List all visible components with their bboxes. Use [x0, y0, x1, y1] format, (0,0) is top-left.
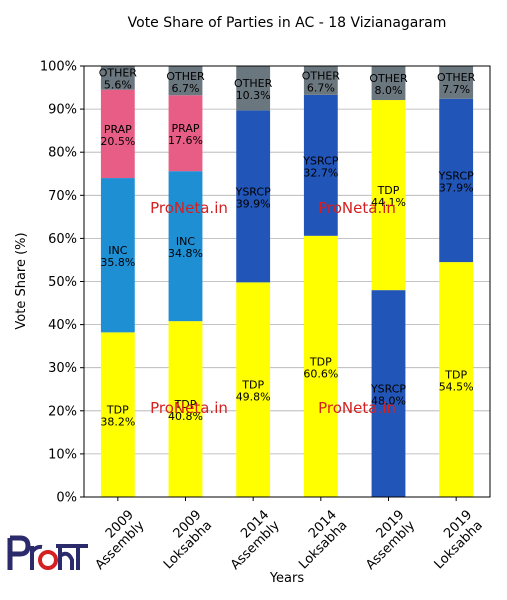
segment-value-label: 6.7%: [307, 81, 335, 94]
y-tick-label: 50%: [48, 275, 77, 290]
segment-value-label: 7.7%: [442, 83, 470, 96]
segment-party-label: INC: [108, 244, 127, 257]
bar-segment-other: [303, 66, 338, 95]
watermark-text: ProNeta.in: [150, 199, 228, 217]
bar-segment-other: [100, 65, 135, 90]
watermark-text: ProNeta.in: [318, 399, 396, 417]
y-tick-label: 100%: [40, 60, 77, 75]
segment-value-label: 49.8%: [236, 391, 271, 404]
x-tick-label: 2009Loksabha: [150, 507, 215, 572]
segment-party-label: INC: [176, 235, 195, 248]
segment-value-label: 39.9%: [236, 197, 271, 210]
bar-segment-prap: [100, 89, 135, 179]
bar-segment-tdp: [100, 332, 135, 497]
segment-value-label: 60.6%: [303, 367, 338, 380]
segment-value-label: 38.2%: [100, 416, 135, 429]
grid-lines: [84, 65, 490, 498]
segment-party-label: PRAP: [172, 122, 200, 135]
y-tick-label: 0%: [56, 491, 77, 506]
segment-party-label: OTHER: [302, 69, 341, 82]
bar-segment-tdp: [236, 282, 271, 497]
segment-value-label: 37.9%: [439, 181, 474, 194]
chart-title: Vote Share of Parties in AC - 18 Viziana…: [128, 15, 447, 31]
bar-segment-tdp: [439, 262, 474, 497]
segment-party-label: OTHER: [437, 71, 476, 84]
segment-value-label: 5.6%: [104, 79, 132, 92]
segment-party-label: TDP: [377, 184, 400, 197]
y-tick-label: 40%: [48, 318, 77, 333]
segment-value-label: 48.0%: [371, 395, 406, 408]
bar-segment-other: [236, 66, 271, 111]
x-axis-ticks: 2009Assembly 2009Loksabha 2014Assembly 2014…: [82, 497, 486, 573]
segment-party-label: YSRCP: [438, 169, 474, 182]
bar-segment-inc: [168, 171, 203, 322]
y-tick-label: 80%: [48, 146, 77, 161]
segment-party-label: YSRCP: [302, 154, 338, 167]
segment-party-label: OTHER: [234, 77, 273, 90]
bar-segment-ysrcp: [371, 290, 406, 497]
segment-party-label: YSRCP: [235, 185, 271, 198]
bar-segment-tdp: [303, 235, 338, 497]
y-tick-label: 20%: [48, 404, 77, 419]
x-tick-label: 2009Assembly: [82, 507, 148, 573]
bar-segment-ysrcp: [236, 110, 271, 283]
y-tick-label: 10%: [48, 447, 77, 462]
watermarks: ProNeta.in ProNeta.in ProNeta.in ProNeta.in: [150, 199, 396, 417]
x-tick-label: 2019Loksabha: [421, 507, 486, 572]
y-tick-label: 70%: [48, 189, 77, 204]
segment-value-label: 6.7%: [172, 82, 200, 95]
segment-value-label: 10.3%: [236, 89, 271, 102]
watermark-text: ProNeta.in: [150, 399, 228, 417]
x-axis-label: Years: [269, 571, 305, 586]
bar-segment-tdp: [168, 321, 203, 497]
bar-segment-ysrcp: [303, 94, 338, 236]
y-tick-label: 30%: [48, 361, 77, 376]
segment-party-label: OTHER: [166, 70, 205, 83]
bar-segment-other: [439, 65, 474, 99]
segment-party-label: OTHER: [369, 72, 408, 85]
bar-segment-other: [371, 65, 406, 101]
segment-value-label: 54.5%: [439, 381, 474, 394]
segment-party-label: OTHER: [99, 67, 138, 80]
segment-value-label: 35.8%: [100, 256, 135, 269]
segment-value-label: 17.6%: [168, 134, 203, 147]
y-axis-ticks: 0% 10% 20% 30% 40% 50% 60% 70% 80% 90% 100%: [40, 60, 84, 506]
segment-value-label: 8.0%: [375, 84, 403, 97]
bar-segment-inc: [100, 178, 135, 333]
y-axis-label: Vote Share (%): [14, 232, 29, 329]
x-tick-label: 2014Assembly: [217, 507, 283, 573]
segment-party-label: TDP: [444, 369, 467, 382]
segment-party-label: TDP: [106, 404, 129, 417]
segment-party-label: PRAP: [104, 123, 132, 136]
bar-segment-prap: [168, 95, 203, 172]
bar-segment-ysrcp: [439, 98, 474, 263]
segment-value-label: 44.1%: [371, 196, 406, 209]
x-tick-label: 2014Loksabha: [286, 507, 351, 572]
segment-party-label: TDP: [241, 379, 264, 392]
segment-value-label: 34.8%: [168, 247, 203, 260]
bars: TDP38.2%INC35.8%PRAP20.5%OTHER5.6%TDP40.…: [99, 65, 476, 497]
segment-party-label: YSRCP: [370, 383, 406, 396]
segment-party-label: TDP: [174, 398, 197, 411]
y-tick-label: 90%: [48, 103, 77, 118]
y-tick-label: 60%: [48, 232, 77, 247]
segment-value-label: 20.5%: [100, 135, 135, 148]
segment-party-label: TDP: [309, 355, 332, 368]
x-tick-label: 2019Assembly: [353, 507, 419, 573]
bar-segment-other: [168, 66, 203, 96]
watermark-text: ProNeta.in: [318, 199, 396, 217]
bar-segment-tdp: [371, 100, 406, 291]
segment-value-label: 40.8%: [168, 410, 203, 423]
proneta-logo: [6, 532, 90, 576]
segment-value-label: 32.7%: [303, 166, 338, 179]
